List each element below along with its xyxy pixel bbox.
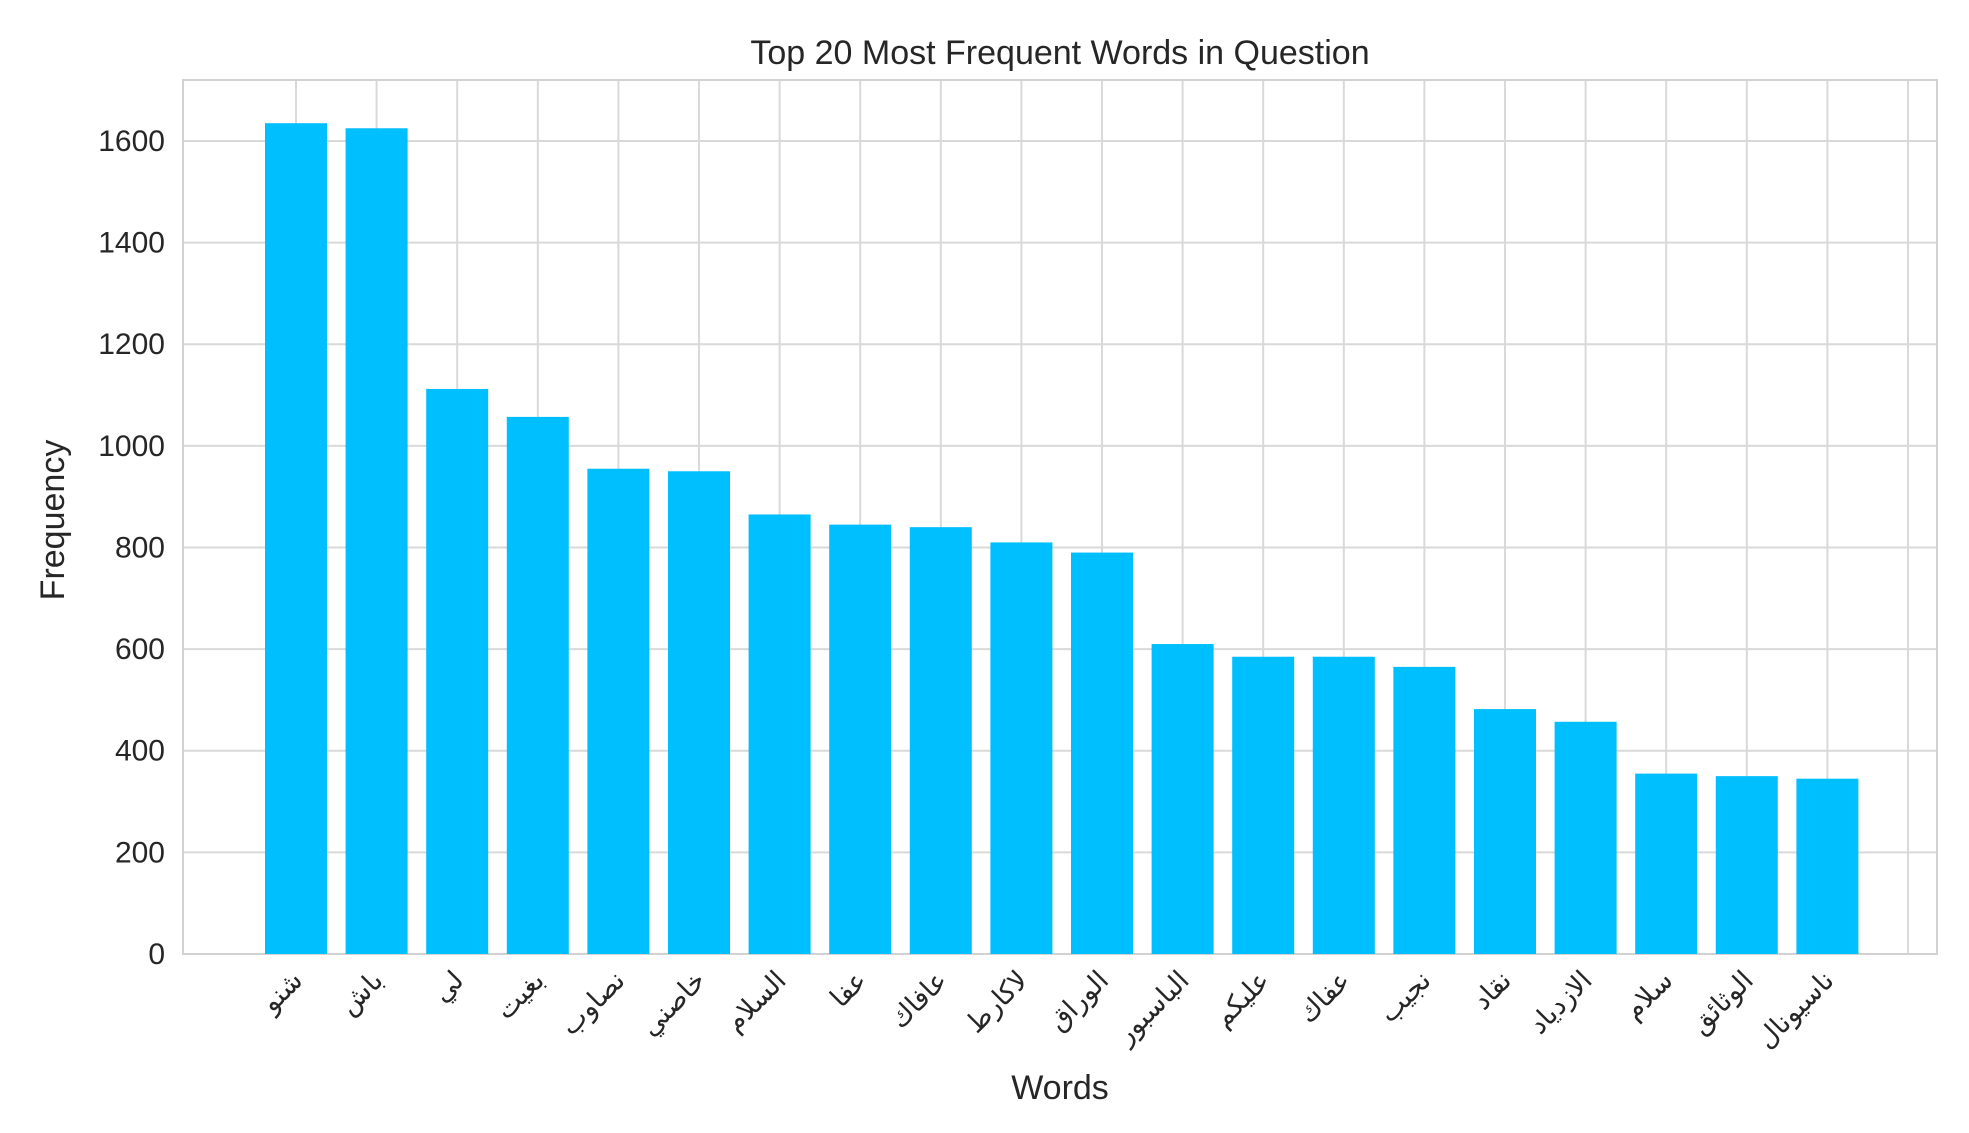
x-tick-label: عليكم [1208, 965, 1277, 1034]
bar [829, 524, 892, 954]
y-tick-label: 0 [148, 938, 165, 971]
bar [1715, 776, 1778, 954]
x-tick-label: نصاوب [555, 965, 632, 1042]
x-tick-label: ناسيونال [1751, 965, 1841, 1055]
y-tick-label: 600 [115, 633, 165, 666]
x-tick-label: بغيت [490, 965, 551, 1026]
chart-title: Top 20 Most Frequent Words in Question [750, 34, 1369, 72]
y-axis-label: Frequency [34, 440, 72, 601]
plot-frame [182, 79, 1938, 955]
bar [265, 123, 327, 954]
bar [506, 416, 569, 955]
bar [1554, 721, 1617, 954]
x-axis-ticks: شنو باش لي بغيت نصاوب خاصني السلام عفا عافاك لاكا… [254, 965, 1840, 1055]
x-tick-label: لي [426, 965, 470, 1009]
x-tick-label: عفا [824, 965, 873, 1014]
x-tick-label: السلام [719, 965, 792, 1038]
x-tick-label: عافاك [884, 965, 954, 1035]
bar [1151, 644, 1214, 954]
y-tick-label: 1400 [98, 227, 165, 260]
bar [668, 471, 730, 954]
bar [587, 468, 650, 954]
x-tick-label: خاصني [635, 965, 712, 1042]
bar [909, 527, 972, 954]
x-tick-label: عفاك [1292, 965, 1357, 1030]
x-axis-label: Words [1011, 1069, 1109, 1107]
x-tick-label: باش [333, 965, 389, 1021]
bar [1071, 552, 1133, 954]
y-tick-label: 1200 [98, 328, 165, 361]
bar [1796, 778, 1859, 954]
x-tick-label: لاكارط [960, 965, 1035, 1040]
bar [990, 542, 1053, 954]
y-tick-label: 400 [115, 735, 165, 768]
x-tick-label: نقاد [1467, 965, 1518, 1016]
x-tick-label: شنو [254, 965, 309, 1020]
bar [748, 514, 811, 954]
y-tick-label: 1600 [98, 125, 165, 158]
x-tick-label: الوثائق [1684, 965, 1759, 1040]
y-tick-label: 1000 [98, 430, 165, 463]
bar [1312, 656, 1375, 954]
bar [345, 128, 408, 954]
bar [1393, 666, 1456, 954]
bar [1474, 709, 1536, 954]
bar [1635, 773, 1698, 954]
y-axis-ticks: 0 200 400 600 800 1000 1200 1400 1600 [98, 125, 165, 971]
x-tick-label: الباسبور [1109, 965, 1196, 1052]
y-tick-label: 200 [115, 836, 165, 869]
bar [1232, 656, 1295, 954]
x-tick-label: الوراق [1043, 965, 1115, 1037]
x-tick-label: نجيب [1373, 965, 1437, 1029]
x-tick-label: الازدياد [1523, 965, 1598, 1040]
bars [265, 123, 1859, 955]
x-tick-label: سلام [1618, 965, 1679, 1026]
y-tick-label: 800 [115, 531, 165, 564]
bar [426, 388, 489, 954]
